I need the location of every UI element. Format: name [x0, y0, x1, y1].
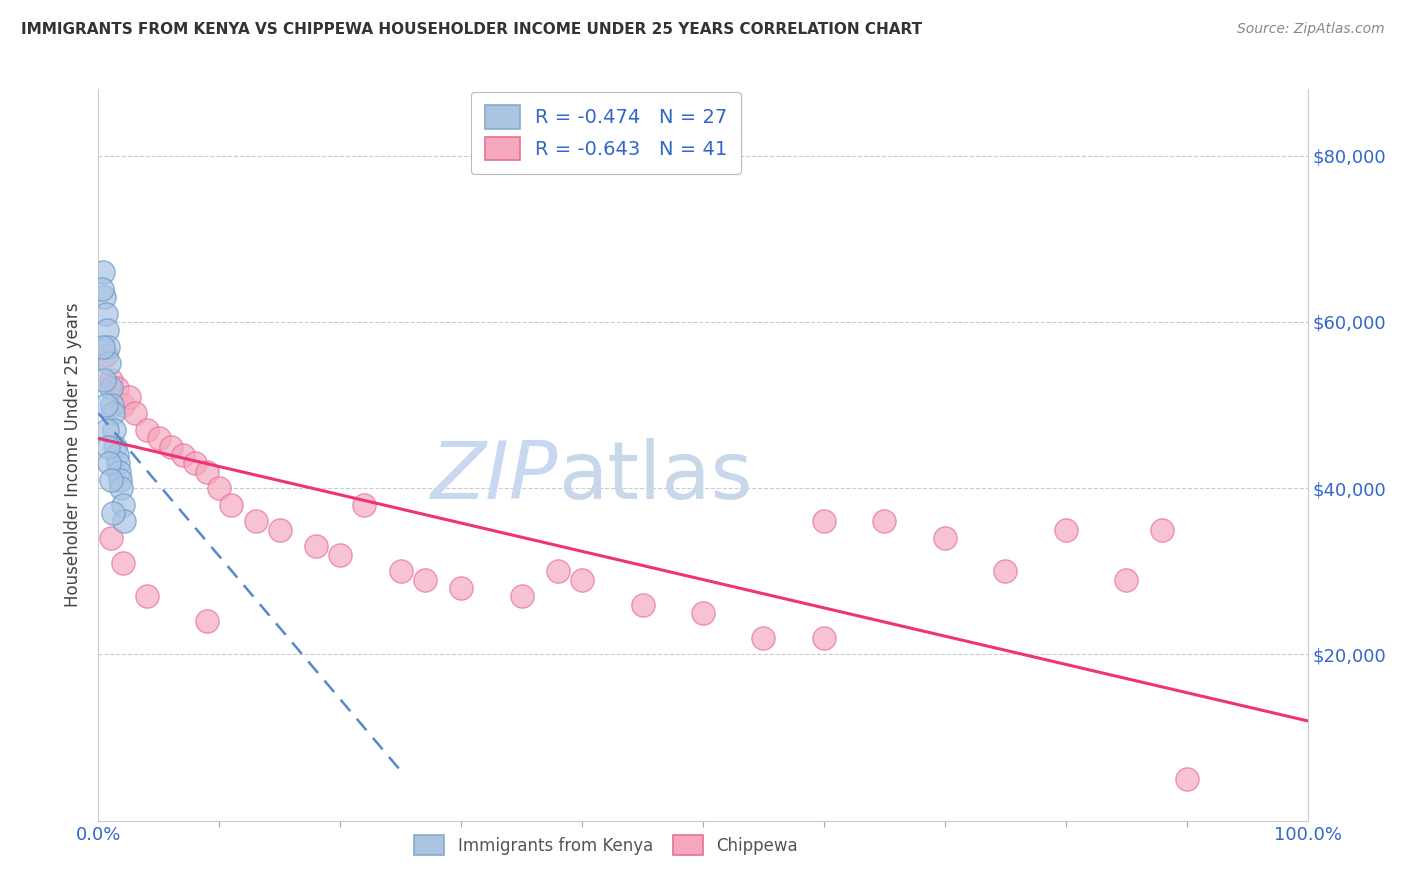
Text: Source: ZipAtlas.com: Source: ZipAtlas.com	[1237, 22, 1385, 37]
Point	[221, 498, 243, 512]
Point	[105, 448, 128, 462]
Point	[571, 573, 593, 587]
Point	[111, 556, 134, 570]
Point	[96, 323, 118, 337]
Point	[98, 456, 121, 470]
Point	[112, 515, 135, 529]
Point	[389, 564, 412, 578]
Point	[108, 473, 131, 487]
Point	[413, 573, 436, 587]
Point	[172, 448, 194, 462]
Point	[135, 423, 157, 437]
Point	[93, 373, 115, 387]
Point	[118, 390, 141, 404]
Point	[1175, 772, 1198, 786]
Point	[752, 631, 775, 645]
Legend: Immigrants from Kenya, Chippewa: Immigrants from Kenya, Chippewa	[406, 827, 807, 863]
Point	[100, 473, 122, 487]
Point	[813, 631, 835, 645]
Point	[97, 440, 120, 454]
Point	[245, 515, 267, 529]
Point	[111, 498, 134, 512]
Point	[94, 398, 117, 412]
Point	[353, 498, 375, 512]
Point	[105, 381, 128, 395]
Y-axis label: Householder Income Under 25 years: Householder Income Under 25 years	[65, 302, 83, 607]
Point	[111, 398, 134, 412]
Point	[93, 290, 115, 304]
Point	[107, 456, 129, 470]
Point	[1115, 573, 1137, 587]
Point	[1054, 523, 1077, 537]
Point	[631, 598, 654, 612]
Point	[160, 440, 183, 454]
Point	[100, 373, 122, 387]
Point	[108, 465, 131, 479]
Point	[100, 531, 122, 545]
Point	[547, 564, 569, 578]
Point	[305, 539, 328, 553]
Point	[97, 340, 120, 354]
Point	[148, 431, 170, 445]
Point	[813, 515, 835, 529]
Point	[692, 606, 714, 620]
Point	[103, 423, 125, 437]
Point	[329, 548, 352, 562]
Point	[96, 423, 118, 437]
Point	[110, 481, 132, 495]
Point	[184, 456, 207, 470]
Point	[1152, 523, 1174, 537]
Point	[100, 381, 122, 395]
Point	[510, 589, 533, 603]
Point	[91, 265, 114, 279]
Point	[934, 531, 956, 545]
Point	[124, 406, 146, 420]
Point	[195, 614, 218, 628]
Point	[94, 307, 117, 321]
Point	[101, 506, 124, 520]
Point	[994, 564, 1017, 578]
Point	[450, 581, 472, 595]
Text: IMMIGRANTS FROM KENYA VS CHIPPEWA HOUSEHOLDER INCOME UNDER 25 YEARS CORRELATION : IMMIGRANTS FROM KENYA VS CHIPPEWA HOUSEH…	[21, 22, 922, 37]
Point	[91, 282, 114, 296]
Point	[104, 440, 127, 454]
Point	[98, 356, 121, 371]
Text: ZIP: ZIP	[430, 438, 558, 516]
Point	[195, 465, 218, 479]
Point	[269, 523, 291, 537]
Point	[100, 398, 122, 412]
Point	[208, 481, 231, 495]
Point	[135, 589, 157, 603]
Point	[873, 515, 896, 529]
Point	[91, 340, 114, 354]
Point	[94, 348, 117, 362]
Point	[101, 406, 124, 420]
Text: atlas: atlas	[558, 438, 752, 516]
